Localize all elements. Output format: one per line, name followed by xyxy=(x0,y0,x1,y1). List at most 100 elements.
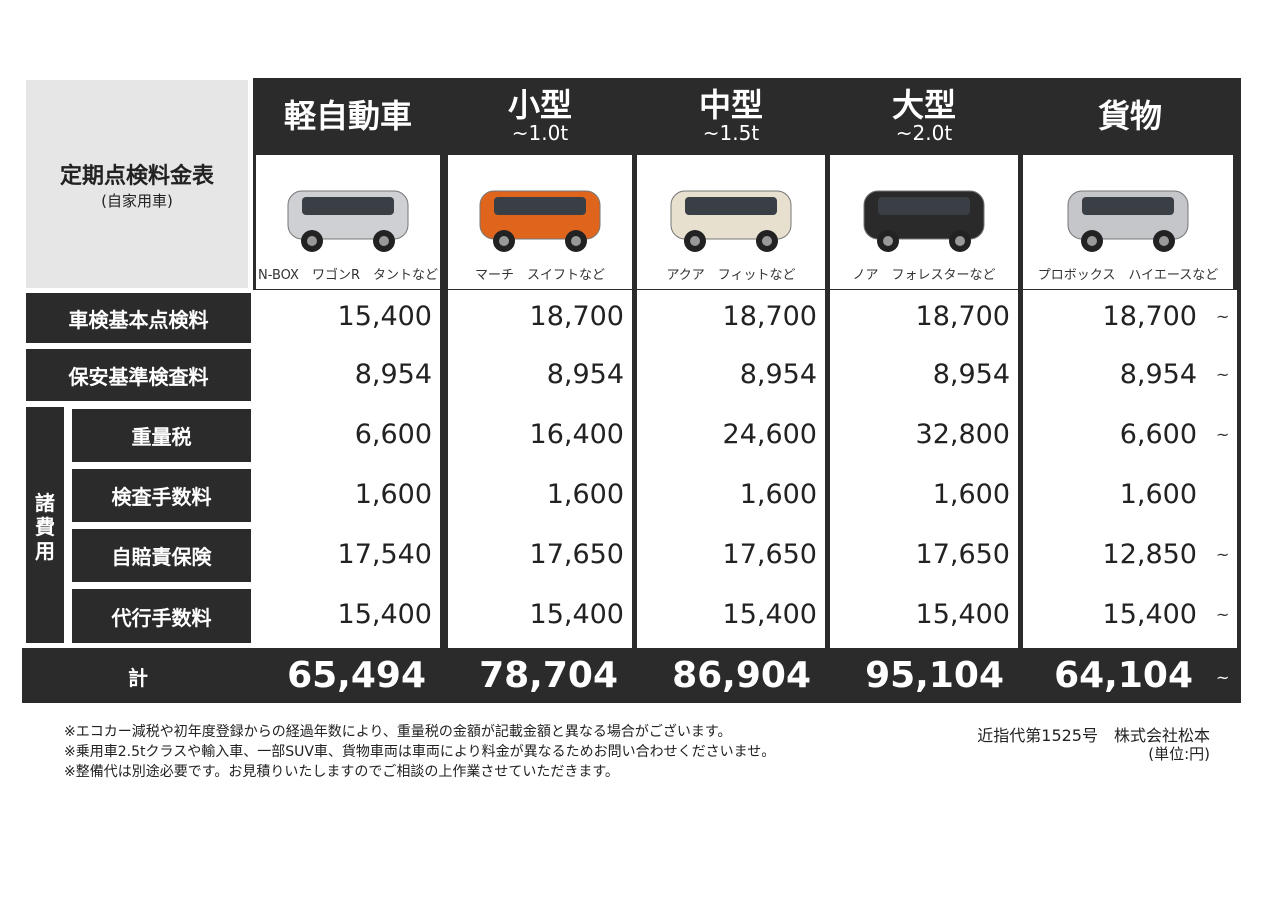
column-header-name: 貨物 xyxy=(1097,97,1162,135)
price-cell: 1,600 xyxy=(932,479,1010,510)
price-cell: 17,650 xyxy=(529,539,624,570)
total-tilde: ~ xyxy=(1216,668,1230,687)
price-cell: 16,400 xyxy=(529,419,624,450)
row-label-agency-fee: 代行手数料 xyxy=(72,589,251,643)
price-cell: 1,600 xyxy=(546,479,624,510)
price-cell: 15,400 xyxy=(337,599,432,630)
price-cell: 32,800 xyxy=(915,419,1010,450)
column-divider xyxy=(1237,78,1241,648)
group-label-cell: 諸 費 用 xyxy=(26,407,64,643)
price-cell: 17,650 xyxy=(915,539,1010,570)
price-cell: 18,700 xyxy=(915,301,1010,332)
kei-car-image xyxy=(287,190,409,252)
page-title: 定期点検料金表 xyxy=(59,164,214,189)
price-cell: 8,954 xyxy=(932,359,1010,390)
column-header-name: 中型 xyxy=(698,86,763,124)
row-label-text: 自賠責保険 xyxy=(111,545,212,569)
group-label-char: 用 xyxy=(35,539,55,563)
mid-car-image xyxy=(670,190,792,252)
price-cell: 17,540 xyxy=(337,539,432,570)
column-header-name: 軽自動車 xyxy=(283,97,412,135)
price-cell: 18,700 xyxy=(722,301,817,332)
price-cell: 8,954 xyxy=(354,359,432,390)
price-tilde: ~ xyxy=(1216,365,1230,384)
row-label-text: 車検基本点検料 xyxy=(68,307,209,332)
cargo-car-image xyxy=(1067,190,1189,252)
total-cell: 65,494 xyxy=(287,655,426,696)
row-label-insurance: 自賠責保険 xyxy=(72,529,251,582)
column-divider xyxy=(632,290,637,648)
column-divider xyxy=(440,290,448,648)
column-header: 貨物 xyxy=(1023,80,1237,152)
price-cell: 1,600 xyxy=(739,479,817,510)
total-cell: 78,704 xyxy=(479,655,618,696)
vehicle-models: ノア フォレスターなど xyxy=(852,268,996,283)
total-cell: 95,104 xyxy=(865,655,1004,696)
row-label-basic: 車検基本点検料 xyxy=(26,293,251,343)
unit-label: (単位:円) xyxy=(1148,745,1210,763)
column-header: 軽自動車 xyxy=(256,80,440,152)
row-label-weight-tax: 重量税 xyxy=(72,409,251,462)
title-cell: 定期点検料金表 (自家用車) xyxy=(26,80,248,288)
total-cell: 86,904 xyxy=(672,655,811,696)
total-cell: 64,104 xyxy=(1054,655,1193,696)
vehicle-models: アクア フィットなど xyxy=(666,268,796,283)
column-header-name: 小型 xyxy=(507,86,572,124)
price-cell: 15,400 xyxy=(722,599,817,630)
column-header: 小型 ~1.0t xyxy=(448,80,632,152)
note-line: ※エコカー減税や初年度登録からの経過年数により、重量税の金額が記載金額と異なる場… xyxy=(64,724,732,740)
company-name: 近指代第1525号 株式会社松本 xyxy=(977,726,1210,745)
price-cell: 15,400 xyxy=(529,599,624,630)
group-label-char: 費 xyxy=(35,515,55,539)
vehicle-models: プロボックス ハイエースなど xyxy=(1037,268,1219,283)
vehicle-image-cell: マーチ スイフトなど xyxy=(448,155,632,289)
price-cell: 8,954 xyxy=(546,359,624,390)
price-cell: 1,600 xyxy=(1119,479,1197,510)
price-cell: 8,954 xyxy=(739,359,817,390)
row-label-text: 代行手数料 xyxy=(111,605,212,630)
column-header-name: 大型 xyxy=(891,86,956,124)
row-label-text: 検査手数料 xyxy=(111,485,212,509)
row-label-text: 重量税 xyxy=(131,425,192,449)
column-header-weight: ~2.0t xyxy=(895,121,953,145)
note-line: ※整備代は別途必要です。お見積りいたしますのでご相談の上作業させていただきます。 xyxy=(64,764,619,780)
column-divider xyxy=(1018,290,1023,648)
notes-block: ※エコカー減税や初年度登録からの経過年数により、重量税の金額が記載金額と異なる場… xyxy=(64,722,884,782)
group-label-char: 諸 xyxy=(35,491,55,515)
header-band xyxy=(253,78,1241,154)
vehicle-models: N-BOX ワゴンR タントなど xyxy=(258,268,438,283)
price-cell: 17,650 xyxy=(722,539,817,570)
vehicle-image-cell: ノア フォレスターなど xyxy=(830,155,1018,289)
price-cell: 18,700 xyxy=(1102,301,1197,332)
total-label: 計 xyxy=(128,666,148,690)
row-label-inspection-fee: 検査手数料 xyxy=(72,469,251,522)
price-tilde: ~ xyxy=(1216,605,1230,624)
price-cell: 15,400 xyxy=(337,301,432,332)
compact-car-image xyxy=(479,190,601,252)
table-body xyxy=(253,290,1238,648)
price-tilde: ~ xyxy=(1216,425,1230,444)
price-cell: 6,600 xyxy=(1119,419,1197,450)
column-header-weight: ~1.5t xyxy=(702,121,760,145)
large-car-image xyxy=(863,190,985,252)
vehicle-models: マーチ スイフトなど xyxy=(474,268,605,283)
price-cell: 6,600 xyxy=(354,419,432,450)
vehicle-image-cell: アクア フィットなど xyxy=(637,155,825,289)
total-row: 計 xyxy=(22,648,1241,703)
price-cell: 8,954 xyxy=(1119,359,1197,390)
price-tilde: ~ xyxy=(1216,307,1230,326)
price-cell: 12,850 xyxy=(1102,539,1197,570)
page-subtitle: (自家用車) xyxy=(101,192,173,210)
price-tilde: ~ xyxy=(1216,545,1230,564)
price-cell: 18,700 xyxy=(529,301,624,332)
column-header: 大型 ~2.0t xyxy=(830,80,1018,152)
price-cell: 1,600 xyxy=(354,479,432,510)
note-line: ※乗用車2.5tクラスや輸入車、一部SUV車、貨物車両は車両により料金が異なるた… xyxy=(64,744,776,760)
vehicle-image-cell: プロボックス ハイエースなど xyxy=(1023,155,1233,289)
row-label-safety: 保安基準検査料 xyxy=(26,349,251,401)
column-divider xyxy=(825,290,830,648)
vehicle-image-cell: N-BOX ワゴンR タントなど xyxy=(256,155,440,289)
column-header: 中型 ~1.5t xyxy=(637,80,825,152)
price-cell: 24,600 xyxy=(722,419,817,450)
price-cell: 15,400 xyxy=(1102,599,1197,630)
